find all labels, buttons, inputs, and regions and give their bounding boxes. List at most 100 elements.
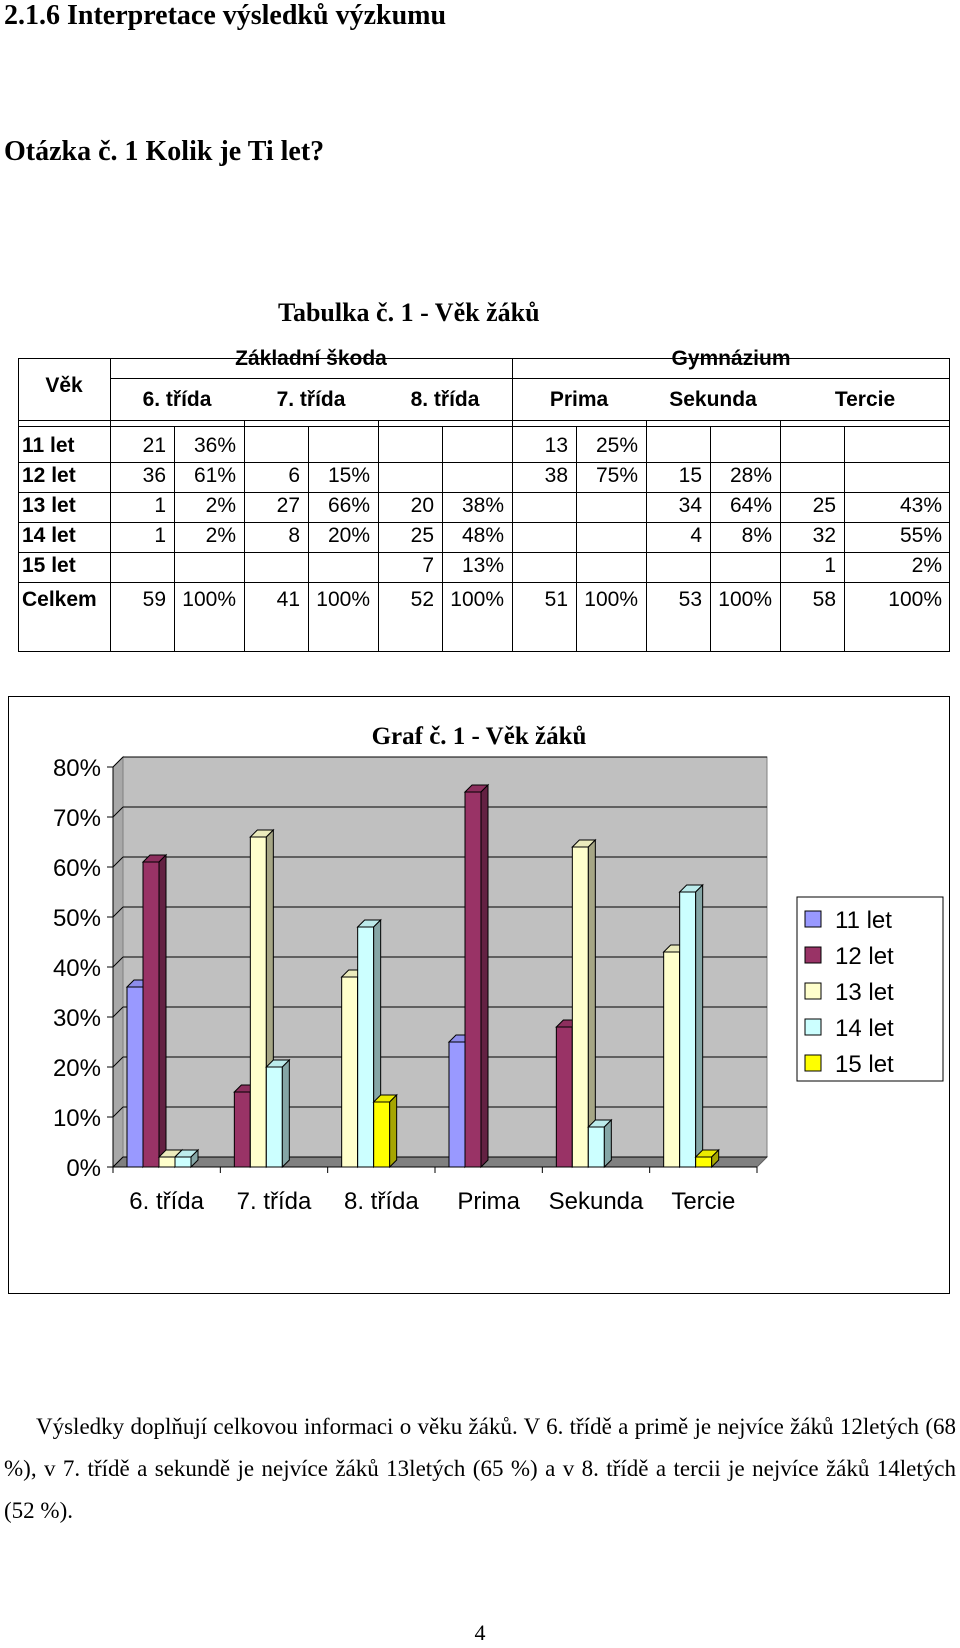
y-tick-label: 20% [53, 1055, 101, 1082]
legend-swatch [804, 1018, 822, 1036]
class-header: Sekunda [669, 388, 757, 411]
table-border-bottom [18, 651, 950, 652]
gridline-diag [112, 1056, 124, 1068]
group-header-zakladni: Základní škoda [235, 347, 387, 370]
cell-count: 1 [824, 554, 836, 577]
gridline-diag [112, 1006, 124, 1018]
table-rule [512, 358, 513, 652]
bar-front [448, 1041, 466, 1168]
table-rule [110, 378, 950, 379]
bar-front [464, 791, 482, 1168]
table-rule [780, 420, 781, 652]
table-rule [18, 462, 950, 463]
cell-count: 1 [154, 524, 166, 547]
legend-swatch [804, 910, 822, 928]
bar-front [126, 986, 144, 1168]
bar-14-let [678, 883, 704, 1169]
y-tick-label: 10% [53, 1105, 101, 1132]
bar-front [695, 1156, 713, 1168]
cell-percent: 100% [888, 588, 942, 611]
bar-side [389, 1093, 398, 1169]
legend-label: 13 let [835, 979, 894, 1006]
table-rule [576, 426, 577, 652]
y-tick-label: 60% [53, 855, 101, 882]
x-tick-label: Prima [457, 1188, 520, 1215]
y-tick-label: 30% [53, 1005, 101, 1032]
bar-side [603, 1118, 612, 1169]
legend-label: 12 let [835, 943, 894, 970]
cell-count: 4 [690, 524, 702, 547]
bar-front [357, 926, 375, 1168]
class-header: Prima [549, 388, 609, 411]
cell-count: 58 [812, 588, 836, 611]
chart-frame: Graf č. 1 - Věk žáků 0% 10% 20% 30% 40% 50% 60… [8, 696, 950, 1294]
cell-percent: 100% [450, 588, 504, 611]
cell-percent: 100% [718, 588, 772, 611]
bar-15-let [694, 1148, 720, 1169]
page-number: 4 [474, 1620, 486, 1645]
bar-12-let [463, 783, 490, 1169]
table-border-top [18, 358, 950, 359]
class-header: 6. třída [142, 388, 212, 411]
bar-side [480, 783, 489, 1169]
bar-front [174, 1156, 192, 1168]
bar-13-let [571, 838, 597, 1169]
y-tick-label: 50% [53, 905, 101, 932]
chart-plot: 0% 10% 20% 30% 40% 50% 60% 70% 80% 6. třída 7. tří… [53, 755, 944, 1215]
y-tick-label: 70% [53, 805, 101, 832]
cell-count: 52 [410, 588, 434, 611]
row-label: 12 let [22, 464, 76, 487]
x-tick-label: Tercie [671, 1188, 735, 1215]
bar-front [679, 891, 697, 1168]
gridline-diag [112, 1156, 124, 1168]
row-label: 15 let [22, 554, 76, 577]
bar-front [249, 836, 267, 1168]
gridline-diag [112, 856, 124, 868]
table-rule [110, 358, 111, 652]
gridline-diag [112, 956, 124, 968]
cell-percent: 55% [899, 524, 942, 547]
legend-label: 11 let [835, 907, 892, 934]
table-rule [18, 552, 950, 553]
legend-label: 14 let [835, 1015, 894, 1042]
cell-percent: 25% [595, 434, 638, 457]
bar-front [265, 1066, 283, 1168]
bar-front [587, 1126, 605, 1168]
section-heading: 2.1.6 Interpretace výsledků výzkumu [4, 0, 447, 31]
cell-count: 8 [288, 524, 300, 547]
bar-side [190, 1148, 199, 1169]
cell-count: 27 [276, 494, 300, 517]
cell-count: 20 [410, 494, 434, 517]
row-label: 14 let [22, 524, 76, 547]
x-tick-label: 7. třída [237, 1188, 312, 1215]
cell-count: 51 [544, 588, 568, 611]
bar-14-let [265, 1058, 291, 1169]
cell-percent: 100% [584, 588, 638, 611]
bar-front [142, 861, 160, 1168]
y-tick-label: 80% [53, 755, 101, 782]
cell-percent: 2% [205, 494, 236, 517]
cell-count: 53 [678, 588, 702, 611]
question-heading: Otázka č. 1 Kolik je Ti let? [4, 136, 325, 167]
gridline-diag [112, 756, 124, 768]
bar-front [663, 951, 681, 1168]
table-rule [18, 420, 950, 421]
x-tick-label: 8. třída [344, 1188, 419, 1215]
cell-count: 32 [812, 524, 836, 547]
gridline-diag [112, 906, 124, 918]
legend-label: 15 let [835, 1051, 894, 1078]
cell-percent: 64% [729, 494, 772, 517]
cell-percent: 28% [729, 464, 772, 487]
bar-front [571, 846, 589, 1168]
result-text: Výsledky doplňují celkovou informaci o v… [4, 1414, 956, 1523]
cell-count: 7 [422, 554, 434, 577]
legend-swatch [804, 1054, 822, 1072]
cell-count: 13 [544, 434, 568, 457]
y-tick-label: 40% [53, 955, 101, 982]
bar-front [373, 1101, 391, 1168]
cell-count: 1 [154, 494, 166, 517]
cell-percent: 61% [193, 464, 236, 487]
table-rule [844, 426, 845, 652]
cell-percent: 38% [461, 494, 504, 517]
row-label: 13 let [22, 494, 76, 517]
